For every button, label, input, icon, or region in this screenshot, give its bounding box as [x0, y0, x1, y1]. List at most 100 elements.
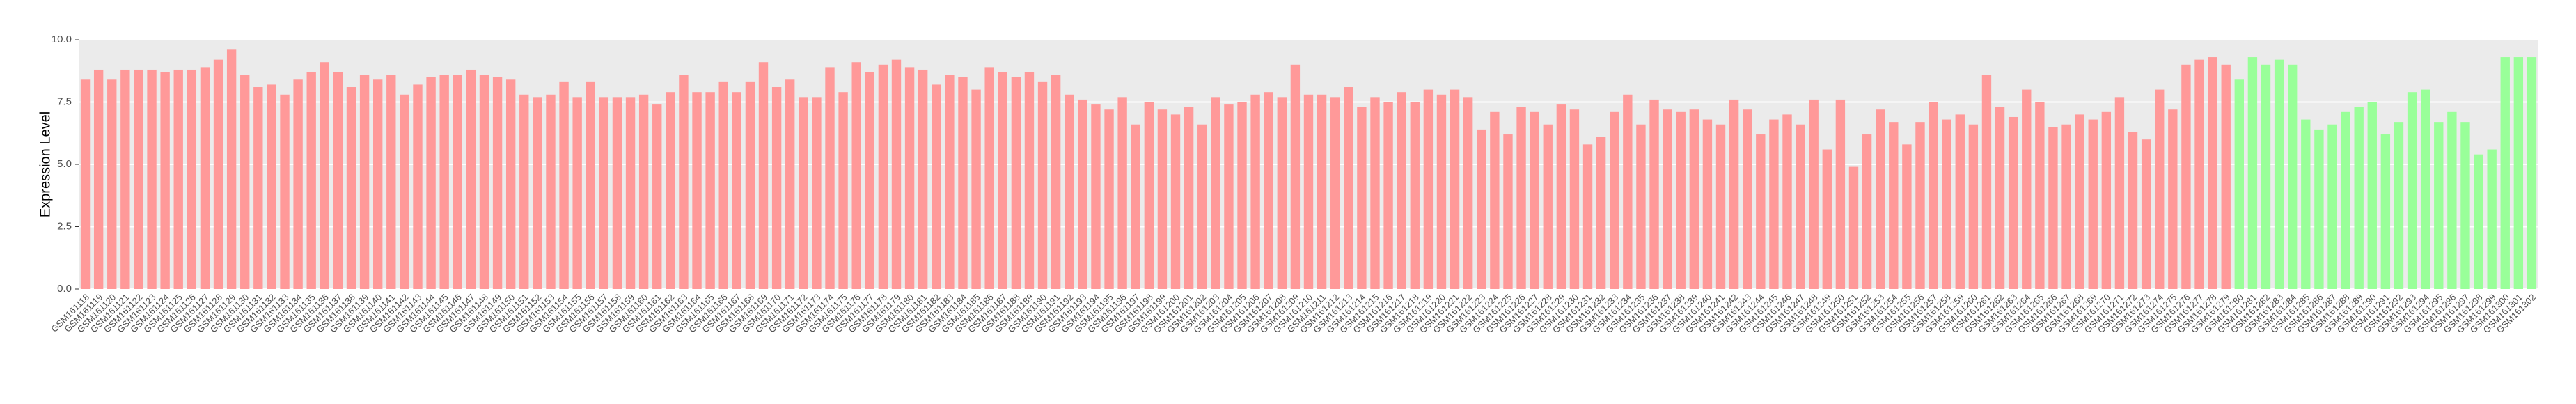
bar: [1822, 149, 1832, 289]
bar: [2088, 119, 2098, 289]
bar: [958, 77, 968, 289]
bar: [785, 79, 795, 289]
bar: [1610, 111, 1619, 289]
bar: [1303, 94, 1314, 289]
bar: [1197, 124, 1207, 289]
bar: [891, 59, 902, 289]
bar: [851, 62, 861, 289]
bar: [187, 69, 197, 290]
bar: [2155, 89, 2165, 289]
bar: [1649, 99, 1659, 290]
bar: [2194, 59, 2204, 289]
y-tick-label: 10.0: [52, 33, 72, 45]
bar: [2141, 139, 2151, 289]
bar: [1715, 124, 1726, 289]
bar: [2327, 124, 2337, 289]
bar: [1769, 119, 1779, 289]
bar: [758, 62, 769, 289]
bar: [904, 67, 915, 289]
bar: [479, 75, 489, 290]
bar: [998, 72, 1007, 289]
bar: [466, 69, 476, 290]
bar: [1184, 107, 1194, 289]
bar: [160, 72, 170, 289]
bar: [1211, 97, 1220, 289]
bar: [666, 92, 675, 289]
bar: [1117, 97, 1127, 289]
bar: [771, 87, 782, 290]
bar: [612, 97, 622, 289]
bar: [2301, 119, 2311, 289]
bar: [413, 84, 423, 289]
y-tick-label: 7.5: [57, 95, 72, 107]
bar: [1397, 92, 1406, 289]
bar: [107, 79, 117, 289]
bar: [1277, 97, 1287, 289]
bar: [1530, 111, 1539, 289]
bar: [1011, 77, 1021, 289]
bar: [2447, 111, 2457, 289]
bar: [1131, 124, 1140, 289]
bar: [2101, 111, 2112, 289]
bar: [1264, 92, 1273, 289]
bar: [505, 79, 516, 289]
bar: [1543, 124, 1553, 289]
bar: [1078, 99, 1087, 290]
bar: [1490, 111, 1500, 289]
bar: [1383, 102, 1393, 289]
bar: [1676, 111, 1686, 289]
bar: [2500, 57, 2510, 289]
bar: [1410, 102, 1420, 289]
bar: [173, 69, 183, 290]
y-tick-label: 5.0: [57, 158, 72, 170]
bar: [293, 79, 303, 289]
bar: [2354, 107, 2364, 289]
bar: [1290, 64, 1301, 290]
y-tick-label: 0.0: [57, 283, 72, 295]
bar: [1065, 94, 1074, 289]
bar: [200, 67, 210, 289]
bar: [333, 72, 343, 289]
bar: [799, 97, 808, 289]
bar: [2008, 116, 2018, 289]
bar: [2221, 64, 2231, 290]
bar: [971, 89, 981, 289]
bar: [80, 79, 91, 289]
bar: [2288, 64, 2298, 290]
bar: [1596, 137, 1606, 289]
bar: [1835, 99, 1846, 290]
bar: [253, 87, 263, 290]
bar: [1995, 107, 2005, 289]
bar: [745, 81, 755, 290]
bar: [120, 69, 130, 290]
bar: [2022, 89, 2032, 289]
bar: [2513, 57, 2524, 289]
bar: [2487, 149, 2497, 289]
bar: [1902, 144, 1912, 289]
bar: [1929, 102, 1938, 289]
bar: [2314, 129, 2324, 289]
bar: [1636, 124, 1646, 289]
bar: [1915, 122, 1925, 289]
bar: [572, 97, 582, 289]
bar: [226, 49, 237, 289]
bar: [865, 72, 874, 289]
bar: [2380, 134, 2391, 289]
bar: [1782, 114, 1792, 289]
bar: [2234, 79, 2244, 289]
bar: [1582, 144, 1593, 289]
bar: [1955, 114, 1965, 289]
bar: [1875, 109, 1885, 290]
bar: [1357, 107, 1367, 289]
bar: [280, 94, 290, 289]
bar: [2341, 111, 2350, 289]
bar: [1862, 134, 1872, 289]
bar: [400, 94, 409, 289]
bar: [1796, 124, 1805, 289]
bar: [1569, 109, 1580, 290]
bar: [93, 69, 104, 290]
bar: [1330, 97, 1340, 289]
bar: [134, 69, 143, 290]
bar: [652, 104, 662, 289]
